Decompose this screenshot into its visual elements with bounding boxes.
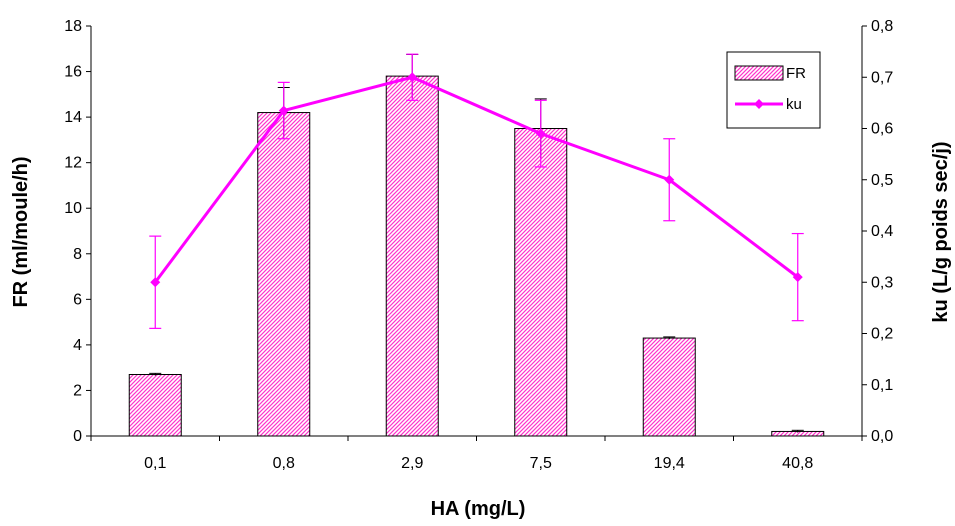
x-tick-label: 40,8 [782, 455, 813, 472]
ku-point [150, 277, 161, 288]
y2-tick-label: 0,1 [871, 377, 893, 394]
ku-point [664, 174, 675, 185]
y2-tick-label: 0,5 [871, 172, 893, 189]
y-tick-label: 4 [73, 337, 82, 354]
ku-line [154, 75, 799, 284]
y-tick-label: 14 [64, 109, 82, 126]
y2-tick-label: 0,6 [871, 121, 893, 138]
y-tick-label: 2 [73, 382, 82, 399]
y2-tick-label: 0,7 [871, 69, 893, 86]
legend: FR ku [726, 51, 821, 129]
fr-bar [128, 374, 182, 437]
y2-tick-label: 0,2 [871, 326, 893, 343]
x-tick-label: 19,4 [654, 455, 685, 472]
ku-point [278, 105, 289, 116]
y2-tick-label: 0,8 [871, 18, 893, 35]
y2-axis-title: ku (L/g poids sec/j) [930, 141, 952, 322]
x-tick-label: 0,1 [144, 455, 166, 472]
fr-bar [257, 112, 311, 437]
x-tick-label: 2,9 [401, 455, 423, 472]
x-tick-label: 7,5 [530, 455, 552, 472]
y2-tick-label: 0,4 [871, 223, 893, 240]
fr-bar [514, 128, 568, 437]
fr-bar [385, 75, 439, 437]
y2-tick-label: 0,0 [871, 428, 893, 445]
x-tick-label: 0,8 [273, 455, 295, 472]
x-axis-title: HA (mg/L) [431, 498, 526, 520]
y-tick-label: 0 [73, 428, 82, 445]
y-tick-label: 18 [64, 18, 82, 35]
legend-ku-marker [754, 99, 764, 109]
legend-ku-label: ku [786, 96, 802, 113]
y-axis-title: FR (ml/moule/h) [10, 156, 32, 307]
ku-point [535, 128, 546, 139]
legend-fr-label: FR [786, 65, 806, 82]
y-tick-label: 8 [73, 246, 82, 263]
y-tick-label: 12 [64, 155, 82, 172]
ku-point [792, 272, 803, 283]
y-tick-label: 6 [73, 291, 82, 308]
legend-fr-swatch [734, 65, 784, 81]
ku-point [407, 72, 418, 83]
fr-bar [642, 337, 696, 437]
y-tick-label: 10 [64, 200, 82, 217]
y2-tick-label: 0,3 [871, 274, 893, 291]
legend-box [726, 51, 821, 129]
y-tick-label: 16 [64, 64, 82, 81]
